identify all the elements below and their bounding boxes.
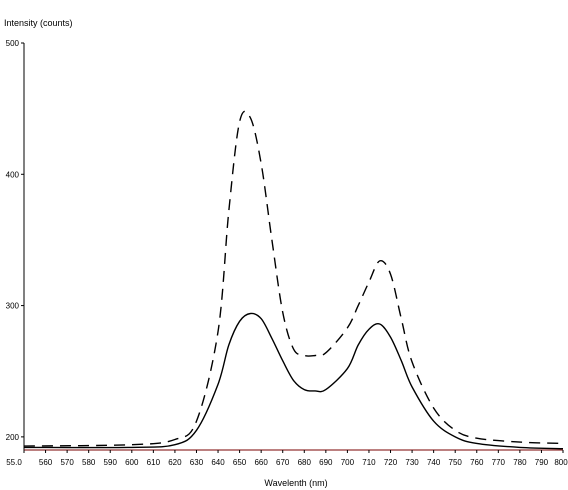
- x-tick-label: 710: [362, 458, 376, 467]
- x-tick-label: 720: [384, 458, 398, 467]
- x-tick-label: 580: [82, 458, 96, 467]
- x-ticks: 55.0 560 570 580 590 600 610 620 630 640 650 660 670…: [6, 450, 568, 467]
- series-line-dashed: [23, 110, 564, 447]
- y-ticks: 200 300 400 500: [6, 39, 24, 442]
- series-line-solid: [23, 312, 564, 450]
- y-axis-label: Intensity (counts): [4, 18, 73, 28]
- x-tick-label: 560: [39, 458, 53, 467]
- y-tick-label: 300: [6, 302, 20, 311]
- x-tick-label: 770: [492, 458, 506, 467]
- x-tick-label: 660: [254, 458, 268, 467]
- x-tick-label: 700: [341, 458, 355, 467]
- y-tick-label: 400: [6, 170, 20, 179]
- x-tick-label: 760: [470, 458, 484, 467]
- x-tick-label: 570: [60, 458, 74, 467]
- x-tick-label: 640: [211, 458, 225, 467]
- x-tick-label: 790: [535, 458, 549, 467]
- x-tick-label: 750: [449, 458, 463, 467]
- x-tick-label: 740: [427, 458, 441, 467]
- y-tick-label: 500: [6, 39, 20, 48]
- x-tick-label: 620: [168, 458, 182, 467]
- x-tick-label: 630: [190, 458, 204, 467]
- y-tick-label: 200: [6, 433, 20, 442]
- x-tick-label: 650: [233, 458, 247, 467]
- x-tick-label: 600: [125, 458, 139, 467]
- series-lines: [23, 110, 564, 450]
- x-tick-label: 780: [513, 458, 527, 467]
- x-tick-label: 610: [147, 458, 161, 467]
- x-tick-label: 55.0: [6, 458, 22, 467]
- x-axis-label: Wavelenth (nm): [264, 478, 327, 488]
- x-tick-label: 670: [276, 458, 290, 467]
- x-tick-label: 590: [104, 458, 118, 467]
- x-tick-label: 680: [298, 458, 312, 467]
- x-tick-label: 730: [405, 458, 419, 467]
- x-tick-label: 690: [319, 458, 333, 467]
- x-tick-label: 800: [554, 458, 568, 467]
